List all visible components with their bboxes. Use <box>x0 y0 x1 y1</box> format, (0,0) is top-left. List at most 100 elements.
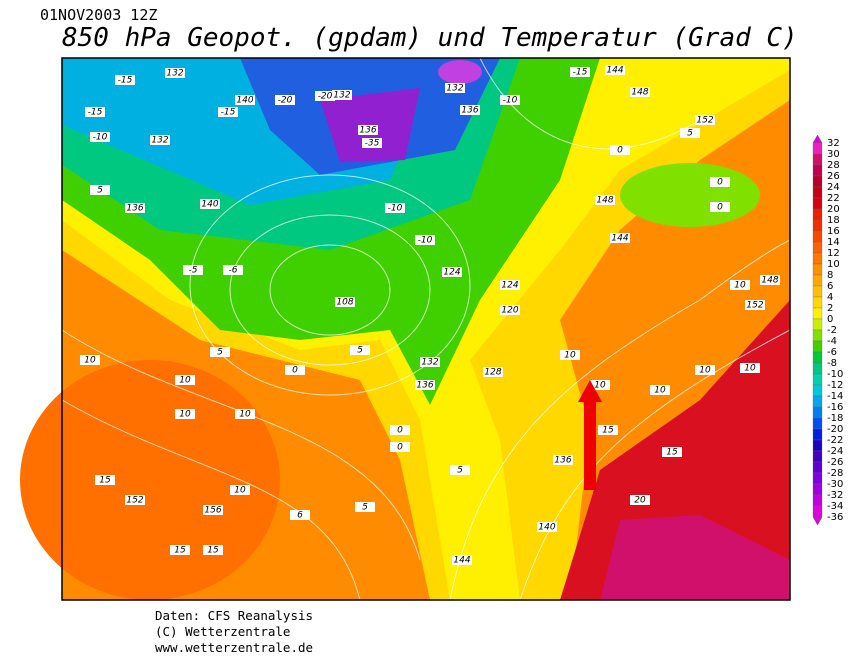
contour-label: 10 <box>594 381 606 391</box>
label-box <box>445 83 465 93</box>
date: 01NOV2003 12Z <box>40 6 157 24</box>
contour-label: 144 <box>611 234 628 244</box>
label-box <box>452 555 472 565</box>
colorbar-swatch <box>812 417 823 430</box>
hot-region <box>600 515 790 600</box>
colorbar-label: -26 <box>827 457 843 468</box>
label-box <box>80 355 100 365</box>
colorbar-label: 14 <box>827 237 840 248</box>
label-box <box>150 135 170 145</box>
contour-label: -35 <box>365 139 380 149</box>
contour-label: 136 <box>461 106 478 116</box>
footer-line: www.wetterzentrale.de <box>155 640 313 655</box>
contour-label: 132 <box>446 84 463 94</box>
label-box <box>358 125 378 135</box>
label-box <box>680 128 700 138</box>
label-box <box>218 107 238 117</box>
label-box <box>695 115 715 125</box>
contour-label: 148 <box>596 196 613 206</box>
label-box <box>350 345 370 355</box>
colorbar-label: -10 <box>827 369 843 380</box>
footer-line: (C) Wetterzentrale <box>155 624 290 639</box>
label-box <box>275 95 295 105</box>
label-box <box>610 233 630 243</box>
contour-label: 5 <box>357 346 363 356</box>
label-box <box>710 202 730 212</box>
label-box <box>175 409 195 419</box>
colorbar-label: -18 <box>827 413 843 424</box>
colorbar-label: 24 <box>827 182 840 193</box>
label-box <box>745 300 765 310</box>
colorbar-label: 28 <box>827 160 840 171</box>
label-box <box>415 235 435 245</box>
label-box <box>483 367 503 377</box>
label-box <box>175 375 195 385</box>
label-box <box>537 522 557 532</box>
contour-label: 15 <box>666 448 678 458</box>
colorbar-swatch <box>812 197 823 210</box>
contour-label: 132 <box>151 136 168 146</box>
label-box <box>90 132 110 142</box>
label-box <box>210 347 230 357</box>
label-box <box>203 505 223 515</box>
contour-label: 5 <box>217 348 223 358</box>
colorbar-swatch <box>812 164 823 177</box>
colorbar: 32302826242220181614121086420-2-4-6-8-10… <box>812 134 843 526</box>
contour-label: 152 <box>126 496 143 506</box>
colorbar-label: 32 <box>827 138 840 149</box>
contour-label: 124 <box>501 281 518 291</box>
contour-label: 5 <box>97 186 103 196</box>
colorbar-swatch <box>812 472 823 485</box>
colorbar-label: -2 <box>827 325 837 336</box>
contour-label: 0 <box>292 366 298 376</box>
label-box <box>598 425 618 435</box>
contour-label: 128 <box>484 368 501 378</box>
colorbar-label: 18 <box>827 215 840 226</box>
contour-label: 10 <box>744 364 756 374</box>
label-box <box>223 265 243 275</box>
contour-label: 10 <box>179 376 191 386</box>
label-box <box>605 65 625 75</box>
contour-label: 20 <box>634 496 646 506</box>
colorbar-swatch <box>812 296 823 309</box>
contour-label: 10 <box>239 410 251 420</box>
colorbar-swatch <box>812 329 823 342</box>
contour-label: 140 <box>538 523 555 533</box>
contour-label: 152 <box>746 301 763 311</box>
colorbar-swatch <box>812 395 823 408</box>
contour-label: -10 <box>418 236 433 246</box>
label-box <box>125 495 145 505</box>
contour-label: -6 <box>229 266 238 276</box>
contour-label: 0 <box>617 146 623 156</box>
label-box <box>290 510 310 520</box>
contour-label: 144 <box>606 66 623 76</box>
colorbar-swatch <box>812 153 823 166</box>
contour-label: 15 <box>174 546 186 556</box>
contour-label: 148 <box>631 88 648 98</box>
colorbar-swatch <box>812 505 823 518</box>
colorbar-swatch <box>812 318 823 331</box>
colorbar-label: -24 <box>827 446 843 457</box>
label-box <box>200 199 220 209</box>
label-box <box>203 545 223 555</box>
contour-label: 120 <box>501 306 518 316</box>
label-box <box>390 425 410 435</box>
colorbar-label: 6 <box>827 281 833 292</box>
contour-label: 10 <box>654 386 666 396</box>
colorbar-label: 30 <box>827 149 840 160</box>
label-box <box>355 502 375 512</box>
contour-label: 152 <box>696 116 713 126</box>
colorbar-label: 10 <box>827 259 840 270</box>
label-box <box>662 447 682 457</box>
contour-label: 5 <box>687 129 693 139</box>
warm-region <box>20 360 280 600</box>
colorbar-label: -6 <box>827 347 837 358</box>
label-box <box>390 442 410 452</box>
contour-label: 136 <box>416 381 433 391</box>
label-box <box>285 365 305 375</box>
contour-label: 132 <box>166 69 183 79</box>
